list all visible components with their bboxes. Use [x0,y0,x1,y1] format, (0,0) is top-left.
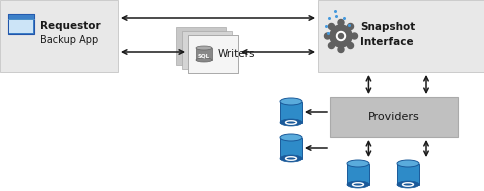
Circle shape [330,25,352,47]
Text: Requestor: Requestor [40,21,101,31]
FancyBboxPatch shape [196,48,212,60]
Circle shape [329,23,334,29]
FancyBboxPatch shape [182,31,232,69]
Ellipse shape [347,160,369,167]
Text: Writers: Writers [218,49,256,59]
Ellipse shape [397,181,419,188]
Ellipse shape [196,58,212,62]
FancyBboxPatch shape [8,14,34,19]
Ellipse shape [280,119,302,126]
Text: Backup App: Backup App [40,35,98,45]
Ellipse shape [397,160,419,167]
FancyBboxPatch shape [318,0,484,72]
Circle shape [338,33,344,39]
FancyBboxPatch shape [188,35,238,73]
Circle shape [338,19,344,26]
Ellipse shape [280,134,302,141]
FancyBboxPatch shape [176,27,226,65]
Text: Snapshot: Snapshot [360,22,415,32]
Circle shape [348,23,353,29]
Ellipse shape [347,181,369,188]
FancyBboxPatch shape [280,101,302,122]
Circle shape [329,43,334,49]
Circle shape [324,33,331,39]
Circle shape [351,33,358,39]
Circle shape [348,43,353,49]
Ellipse shape [280,98,302,105]
FancyBboxPatch shape [0,0,118,72]
FancyBboxPatch shape [397,163,419,185]
FancyBboxPatch shape [347,163,369,185]
FancyBboxPatch shape [9,20,33,33]
FancyBboxPatch shape [8,14,34,34]
Text: Providers: Providers [368,112,420,122]
Circle shape [336,32,346,40]
FancyBboxPatch shape [188,35,238,73]
Ellipse shape [196,46,212,50]
FancyBboxPatch shape [280,138,302,159]
Circle shape [338,46,344,53]
Text: SQL: SQL [198,53,210,58]
Text: Interface: Interface [360,37,414,47]
FancyBboxPatch shape [330,97,458,137]
Ellipse shape [280,155,302,162]
